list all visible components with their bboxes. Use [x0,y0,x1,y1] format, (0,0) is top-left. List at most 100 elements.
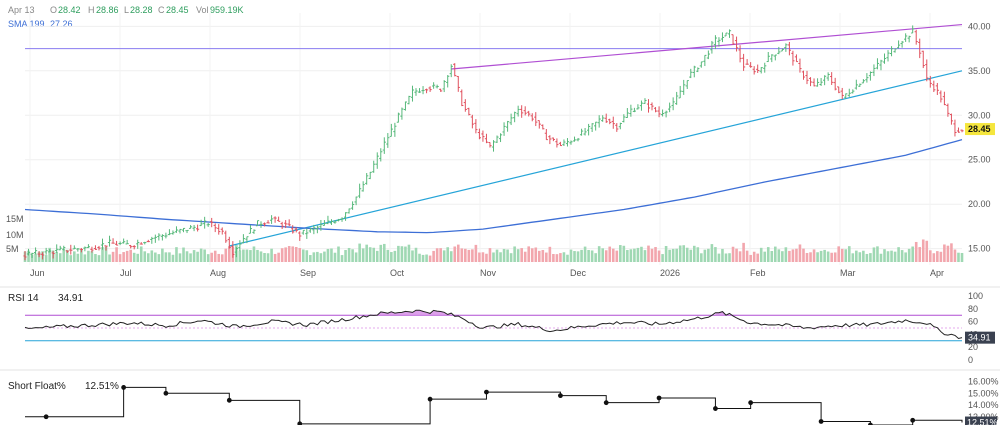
volume-bar [516,249,520,262]
volume-bar [404,246,407,262]
volume-bar [69,255,73,262]
volume-bar [900,250,904,262]
volume-bar [298,248,302,262]
volume-bar [812,249,816,262]
volume-bar [619,245,622,262]
volume-bar [495,249,499,262]
short-float-point [163,390,169,396]
volume-bar [953,249,957,262]
volume-bar [48,247,51,262]
volume-bar [735,248,738,262]
month-label: Sep [300,268,316,278]
sma-label: SMA 199 [8,19,45,29]
volume-bar [950,243,953,262]
volume-bar [636,247,640,262]
volume-bar [139,246,143,262]
volume-bar [65,249,69,262]
volume-bar [146,253,150,262]
volume-bar [449,251,453,262]
rsi-tick-label: 60 [968,317,978,327]
volume-bar [192,250,196,262]
volume-bar [97,255,101,262]
volume-bar [802,248,805,262]
short-float-tick-label: 15.00% [968,388,999,398]
volume-bar [530,248,534,262]
volume-value: 959.19K [210,5,244,15]
volume-bar [527,246,531,262]
volume-bar [844,249,848,262]
price-candles [23,25,964,261]
volume-bar [890,250,893,262]
short-float-point [427,396,433,402]
volume-bar [421,254,425,262]
volume-bar [488,248,492,262]
volume-bar [168,252,171,262]
volume-bar [774,246,777,262]
volume-bar [537,250,541,262]
short-float-point [226,397,232,403]
volume-bar [58,253,62,262]
volume-bar [393,250,397,262]
volume-bar [862,250,865,262]
volume-bar [242,249,245,262]
volume-bar [633,248,636,262]
short-float-point [818,419,824,424]
volume-bar [213,250,217,262]
volume-bar [442,250,446,262]
volume-bar [270,248,273,262]
volume-bar [361,248,365,262]
volume-bar [943,244,946,262]
volume-bar [115,247,118,262]
volume-bar [368,247,372,262]
volume-bar [446,247,450,262]
volume-bar [492,252,495,262]
volume-bar [471,249,474,262]
volume-bar [784,247,788,262]
volume-bar [601,248,604,262]
volume-bar [474,244,478,262]
close-value: 28.45 [166,5,189,15]
volume-bar [925,240,929,262]
price-tick-label: 15.00 [968,244,991,254]
volume-bar [855,250,858,262]
volume-bar [319,253,323,262]
volume-bar [552,254,555,262]
rsi-tick-label: 0 [968,355,973,365]
rsi-overbought-fill [715,311,730,316]
volume-tick-label: 15M [6,214,24,224]
volume-bar [111,251,115,262]
volume-bar [700,253,703,262]
volume-bar [664,245,668,262]
volume-bar [249,250,252,262]
last-price-badge [965,123,995,136]
volume-bar [90,251,94,262]
volume-bar [407,244,411,262]
volume-bar [509,253,513,262]
volume-bar [759,247,763,262]
volume-bar [435,248,439,262]
volume-bar [819,250,823,262]
volume-bar [590,250,594,262]
volume-bar [259,251,263,262]
sma-value: 27.26 [50,19,73,29]
volume-bar [559,253,562,262]
close-label: C [158,5,165,15]
volume-bar [439,248,442,262]
volume-bar [661,254,664,262]
month-label: Mar [840,268,856,278]
volume-bar [816,252,819,262]
volume-bar [721,248,724,262]
volume-bar [847,246,851,262]
volume-bar [104,246,108,262]
volume-bar [252,246,256,262]
volume-bar [573,251,576,262]
volume-bar [703,249,707,262]
volume-bar [823,249,826,262]
volume-bar [305,250,309,262]
last-price-label: 28.45 [968,124,991,134]
volume-bar [161,248,164,262]
volume-bar [326,248,330,262]
volume-bar [277,252,280,262]
price-grid [25,13,962,265]
